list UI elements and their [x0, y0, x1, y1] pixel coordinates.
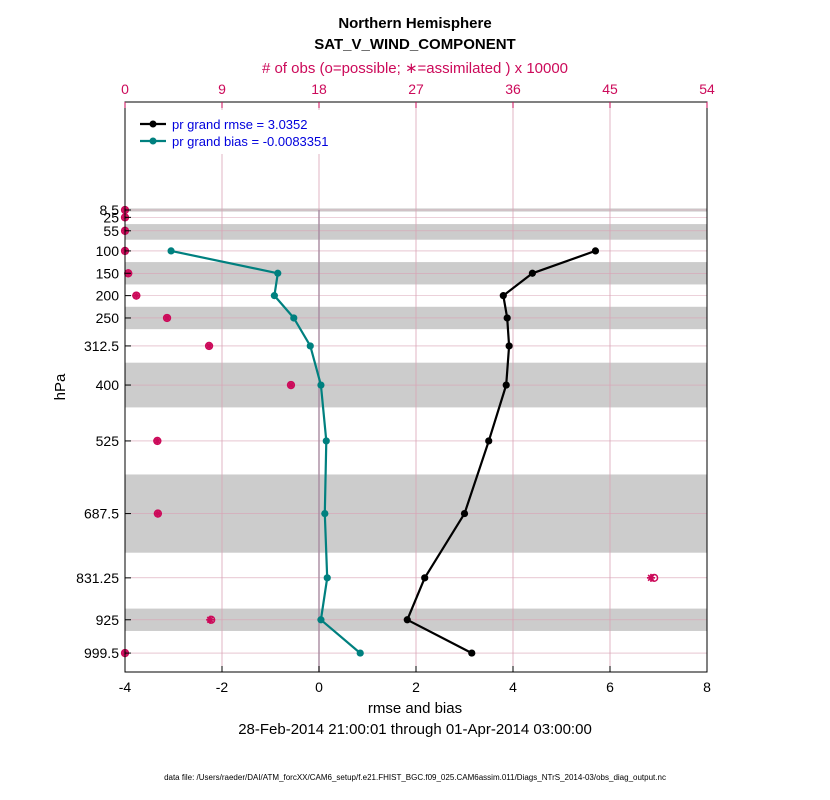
y-axis-label: hPa [52, 373, 69, 400]
rmse-point [403, 616, 411, 624]
obs-assimilated-marker [153, 509, 162, 518]
bottom-axis: -4 -2 0 2 4 6 8 [119, 666, 711, 695]
bias-point [167, 247, 175, 255]
legend-rmse-label: pr grand rmse = 3.0352 [172, 117, 308, 132]
obs-assimilated-marker [132, 291, 141, 300]
obs-assimilated-stroke [132, 292, 140, 300]
bias-point [317, 381, 325, 389]
left-tick-label: 100 [96, 243, 120, 259]
rmse-point [499, 292, 507, 300]
bias-point [321, 509, 329, 518]
bias-point [317, 616, 325, 624]
obs-assimilated-stroke [153, 437, 161, 445]
legend-rmse-marker [149, 120, 157, 128]
bottom-tick-label: 8 [703, 679, 711, 695]
obs-assimilated-stroke [647, 574, 655, 582]
left-tick-label: 250 [96, 310, 120, 326]
footnote: data file: /Users/raeder/DAI/ATM_forcXX/… [164, 773, 666, 782]
chart-title: Northern Hemisphere [338, 15, 491, 32]
top-tick-label: 27 [408, 81, 424, 97]
obs-assimilated-marker [153, 436, 162, 445]
left-tick-label: 150 [96, 265, 120, 281]
rmse-point [503, 314, 511, 322]
bias-point [270, 292, 278, 300]
bottom-tick-label: 2 [412, 679, 420, 695]
top-tick-label: 36 [505, 81, 521, 97]
left-tick-label: 312.5 [84, 338, 119, 354]
rmse-point [421, 574, 429, 582]
legend: pr grand rmse = 3.0352 pr grand bias = -… [133, 110, 367, 154]
bias-point [356, 649, 364, 657]
obs-assimilated-stroke [205, 342, 213, 350]
bottom-tick-label: 0 [315, 679, 323, 695]
obs-assimilated-stroke [163, 314, 171, 322]
date-range: 28-Feb-2014 21:00:01 through 01-Apr-2014… [238, 721, 592, 738]
left-tick-label: 25 [103, 209, 119, 225]
top-tick-label: 54 [699, 81, 715, 97]
top-tick-label: 18 [311, 81, 327, 97]
rmse-point [502, 381, 510, 389]
rmse-point [505, 342, 513, 350]
bias-point [274, 269, 282, 277]
bias-point [323, 574, 331, 582]
left-tick-label: 8.5 [100, 202, 120, 218]
chart-subtitle: SAT_V_WIND_COMPONENT [314, 36, 515, 53]
top-tick-label: 0 [121, 81, 129, 97]
top-axis: 0 9 18 27 36 45 54 [121, 81, 715, 108]
obs-assimilated-marker [205, 341, 214, 350]
series-layer [167, 247, 600, 657]
legend-bias-marker [149, 137, 157, 145]
bottom-tick-label: 6 [606, 679, 614, 695]
obs-assimilated-marker [286, 381, 295, 390]
obs-assimilated-marker [163, 313, 172, 322]
x-axis-label: rmse and bias [368, 700, 462, 717]
obs-assimilated-marker [206, 615, 215, 624]
left-tick-label: 400 [96, 377, 120, 393]
left-tick-label: 999.5 [84, 645, 119, 661]
rmse-point [468, 649, 476, 657]
rmse-point [591, 247, 600, 255]
top-tick-label: 9 [218, 81, 226, 97]
left-tick-label: 687.5 [84, 506, 119, 522]
left-tick-label: 55 [103, 223, 119, 239]
grid-lines [125, 102, 707, 672]
bottom-tick-label: 4 [509, 679, 517, 695]
left-tick-label: 831.25 [76, 570, 119, 586]
bias-point [290, 314, 298, 322]
obs-assimilated-stroke [206, 616, 214, 624]
bottom-tick-label: -4 [119, 679, 132, 695]
legend-bias-label: pr grand bias = -0.0083351 [172, 134, 328, 149]
legend-box [133, 110, 367, 154]
bias-point [322, 437, 330, 445]
bottom-tick-label: -2 [216, 679, 229, 695]
obs-assimilated-stroke [287, 381, 295, 389]
bias-point [306, 342, 314, 350]
top-tick-label: 45 [602, 81, 618, 97]
left-tick-label: 200 [96, 288, 120, 304]
rmse-point [485, 437, 493, 445]
obs-assimilated-stroke [154, 510, 162, 518]
left-tick-label: 525 [96, 433, 120, 449]
obs-assimilated-marker [646, 573, 655, 582]
top-axis-label: # of obs (o=possible; ∗=assimilated ) x … [262, 60, 568, 77]
rmse-point [460, 509, 469, 518]
left-tick-label: 925 [96, 612, 120, 628]
rmse-point [528, 269, 537, 277]
